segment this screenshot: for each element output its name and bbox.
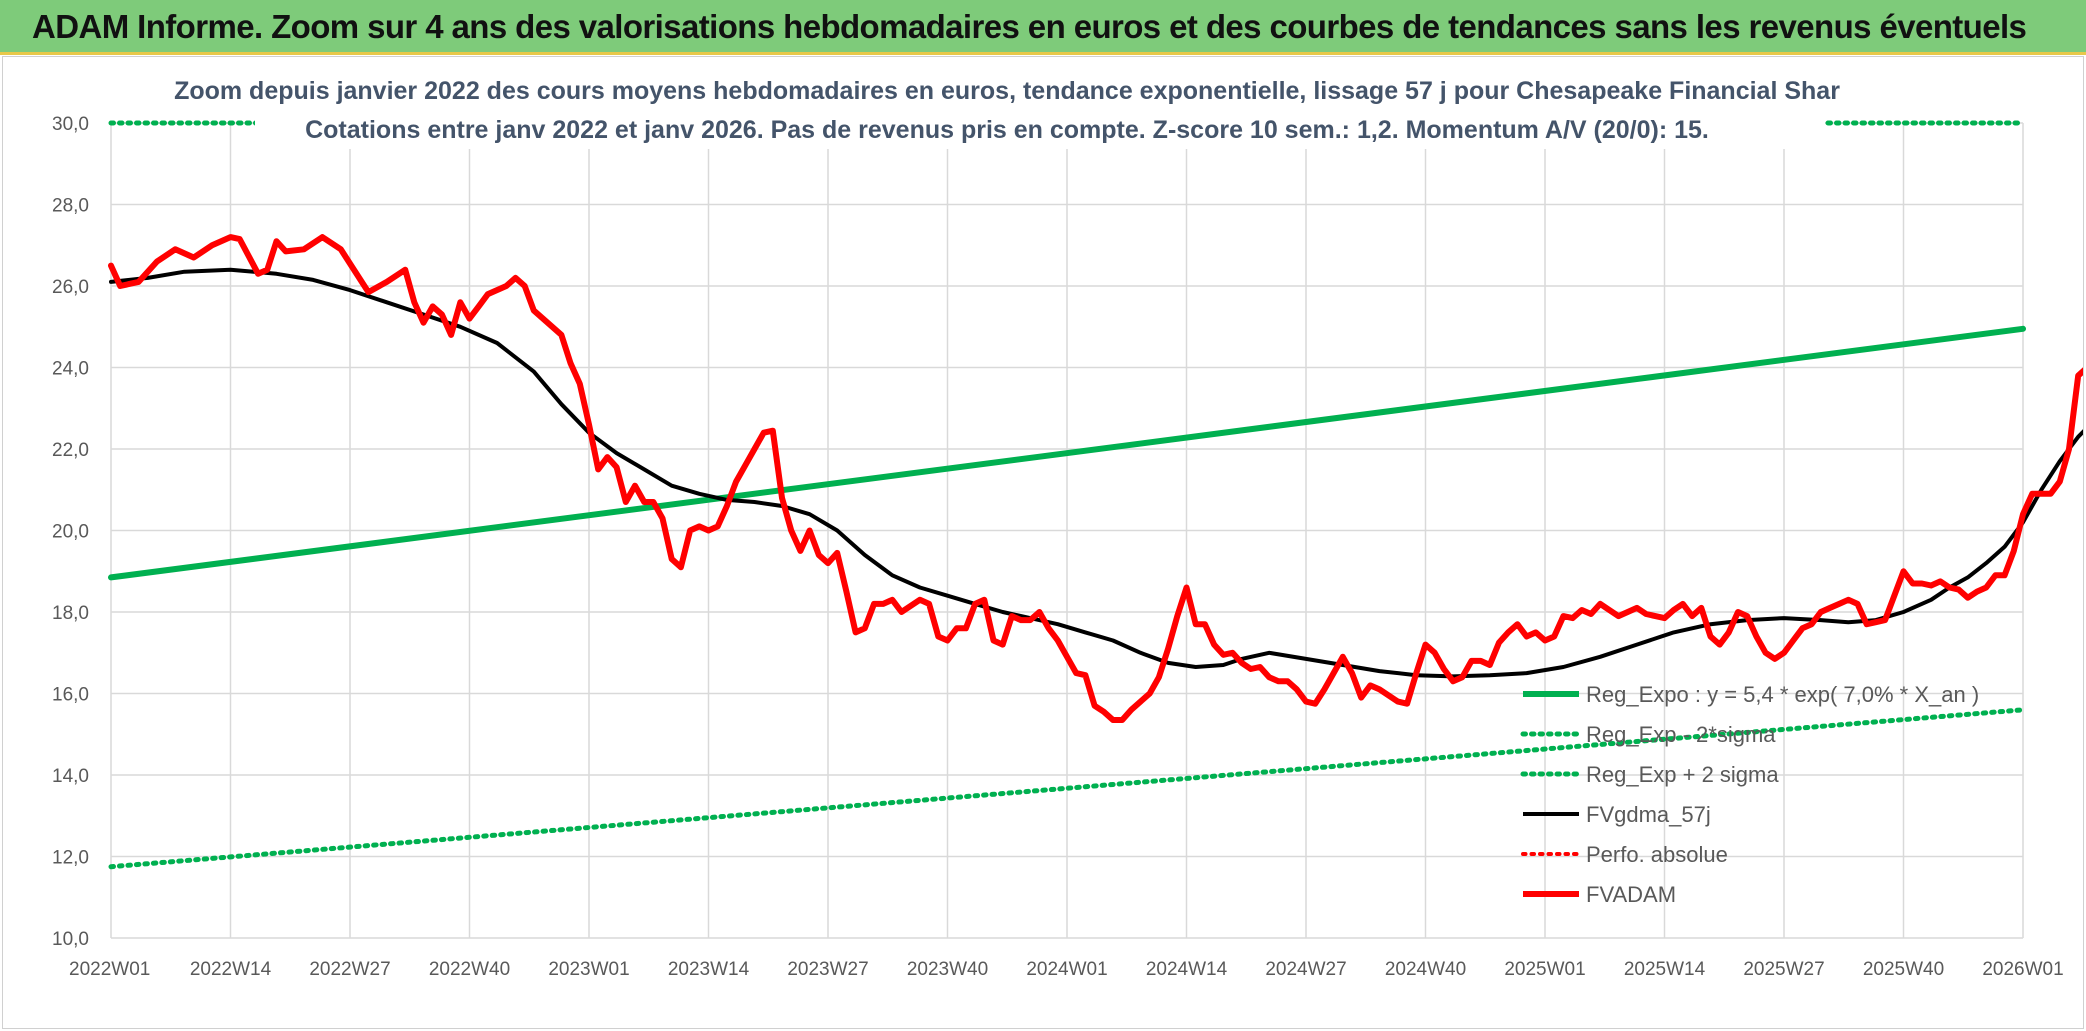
y-tick-label: 28,0 bbox=[52, 196, 89, 217]
x-tick-label: 2024W01 bbox=[1026, 959, 1107, 980]
legend-label: Reg_Expo : y = 5,4 * exp( 7,0% * X_an ) bbox=[1586, 682, 1979, 707]
y-tick-label: 16,0 bbox=[52, 685, 89, 706]
x-tick-label: 2025W01 bbox=[1504, 959, 1585, 980]
y-tick-label: 24,0 bbox=[52, 359, 89, 380]
x-tick-label: 2022W01 bbox=[69, 959, 150, 980]
x-tick-label: 2026W01 bbox=[1982, 959, 2063, 980]
x-tick-label: 2023W27 bbox=[787, 959, 868, 980]
x-tick-label: 2023W14 bbox=[668, 959, 750, 980]
y-tick-label: 26,0 bbox=[52, 277, 89, 298]
report-title: ADAM Informe. Zoom sur 4 ans des valoris… bbox=[32, 8, 2027, 45]
grid-lines bbox=[110, 122, 2024, 939]
legend-label: Perfo. absolue bbox=[1586, 842, 1728, 867]
legend-label: FVgdma_57j bbox=[1586, 802, 1711, 827]
y-tick-label: 30,0 bbox=[52, 114, 89, 135]
x-axis-ticks: 2022W01 2022W14 2022W27 2022W40 2023W01 2023W… bbox=[69, 959, 2064, 980]
x-tick-label: 2024W40 bbox=[1385, 959, 1466, 980]
series-layer bbox=[108, 120, 2083, 870]
chart-title: Zoom depuis janvier 2022 des cours moyen… bbox=[174, 77, 1840, 105]
x-tick-label: 2025W40 bbox=[1863, 959, 1944, 980]
series-line-fvgdma-57j bbox=[109, 267, 2083, 679]
y-tick-label: 18,0 bbox=[52, 603, 89, 624]
x-tick-label: 2022W40 bbox=[429, 959, 510, 980]
x-tick-label: 2022W27 bbox=[309, 959, 390, 980]
y-tick-label: 14,0 bbox=[52, 766, 89, 787]
x-tick-label: 2025W14 bbox=[1624, 959, 1706, 980]
legend-label: FVADAM bbox=[1586, 882, 1676, 907]
legend-label: Reg_Exp + 2 sigma bbox=[1586, 762, 1779, 787]
title-background bbox=[255, 63, 1825, 149]
x-tick-label: 2024W27 bbox=[1265, 959, 1346, 980]
y-tick-label: 20,0 bbox=[52, 522, 89, 543]
legend: Reg_Expo : y = 5,4 * exp( 7,0% * X_an ) R… bbox=[1520, 682, 1979, 907]
y-axis-ticks: 10,0 12,0 14,0 16,0 18,0 20,0 22,0 24,0 26,0 28,0… bbox=[52, 114, 89, 950]
y-tick-label: 22,0 bbox=[52, 440, 89, 461]
x-tick-label: 2023W01 bbox=[548, 959, 629, 980]
x-tick-label: 2025W27 bbox=[1743, 959, 1824, 980]
chart-frame: 10,0 12,0 14,0 16,0 18,0 20,0 22,0 24,0 26,0 28,0… bbox=[2, 56, 2084, 1029]
series-line-fvadam bbox=[108, 234, 2083, 723]
y-tick-label: 12,0 bbox=[52, 848, 89, 869]
report-banner: ADAM Informe. Zoom sur 4 ans des valoris… bbox=[0, 0, 2086, 55]
x-tick-label: 2023W40 bbox=[907, 959, 988, 980]
price-chart: 10,0 12,0 14,0 16,0 18,0 20,0 22,0 24,0 26,0 28,0… bbox=[52, 63, 2083, 980]
x-tick-label: 2022W14 bbox=[190, 959, 272, 980]
legend-label: Reg_Exp - 2*sigma bbox=[1586, 722, 1776, 747]
chart-subtitle: Cotations entre janv 2022 et janv 2026. … bbox=[305, 116, 1709, 144]
series-line-reg-exp-2-sigma bbox=[108, 707, 2026, 870]
series-line-reg-expo-y-5-4-exp-7-0-x-an bbox=[108, 325, 2026, 581]
x-tick-label: 2024W14 bbox=[1146, 959, 1228, 980]
y-tick-label: 10,0 bbox=[52, 929, 89, 950]
